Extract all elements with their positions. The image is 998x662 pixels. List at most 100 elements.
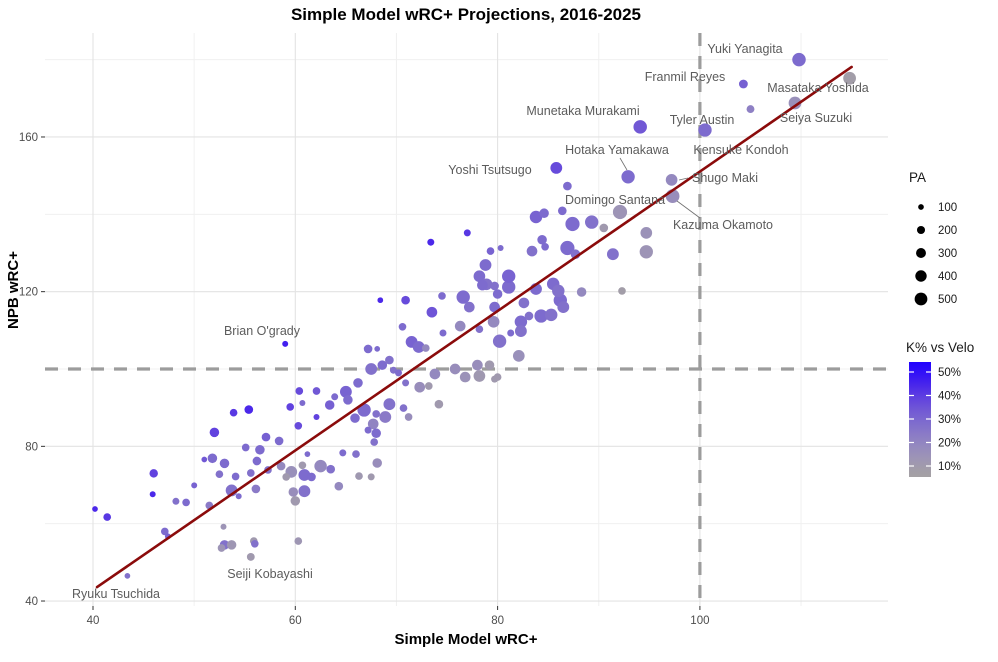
data-point [529, 210, 543, 224]
data-point [251, 484, 261, 494]
pa-legend-swatch [915, 270, 927, 282]
data-point [353, 378, 363, 388]
data-point [507, 329, 515, 337]
data-point [665, 174, 678, 186]
leader-line [619, 157, 628, 171]
point-label: Seiya Suzuki [780, 111, 852, 125]
point-label: Brian O'grady [224, 324, 301, 338]
point-label: Yoshi Tsutsugo [448, 163, 531, 177]
data-point [412, 341, 425, 353]
data-point [339, 385, 352, 398]
data-point [246, 552, 255, 561]
data-point [484, 360, 495, 370]
data-point [286, 403, 295, 411]
size-legend-title: PA [909, 170, 927, 185]
pa-legend-label: 400 [938, 271, 957, 283]
data-point [274, 436, 284, 446]
data-point [92, 506, 98, 512]
data-point [514, 315, 528, 329]
data-point [514, 325, 527, 338]
data-point [788, 96, 802, 110]
data-point [231, 472, 240, 481]
data-point [383, 398, 396, 411]
data-point [377, 297, 384, 304]
data-point [449, 363, 461, 375]
data-point [475, 325, 484, 334]
data-point [149, 469, 158, 478]
data-point [160, 527, 169, 536]
data-point [235, 493, 242, 500]
data-point [209, 427, 220, 438]
data-point [377, 360, 388, 370]
data-point [512, 350, 525, 362]
data-point [312, 387, 321, 395]
data-point [698, 123, 712, 137]
data-point [343, 395, 353, 405]
data-point [524, 311, 534, 321]
data-point [537, 235, 547, 245]
pa-legend-swatch [918, 204, 924, 210]
data-point [497, 245, 504, 251]
data-point [334, 481, 344, 491]
data-point [314, 459, 327, 473]
data-point [324, 400, 335, 410]
data-point [304, 451, 311, 457]
data-point [502, 280, 516, 294]
data-point [371, 428, 381, 438]
data-point [229, 408, 238, 417]
data-point [565, 216, 580, 232]
data-point [307, 472, 316, 482]
data-point [282, 340, 289, 347]
data-point [463, 301, 475, 313]
color-legend-title: K% vs Velo [906, 340, 975, 355]
data-point [219, 458, 230, 469]
data-point [215, 470, 224, 479]
data-point [518, 297, 530, 309]
data-point [792, 52, 806, 67]
data-point [299, 400, 306, 406]
leader-line [678, 177, 689, 181]
data-point [295, 387, 304, 395]
data-point [557, 206, 567, 216]
k-legend-label: 50% [938, 367, 961, 379]
data-point [149, 491, 156, 498]
y-tick-label: 120 [19, 287, 38, 299]
data-point [191, 482, 198, 489]
data-point [544, 308, 558, 322]
point-label: Masataka Yoshida [767, 81, 869, 95]
data-point [255, 445, 265, 455]
data-point [404, 413, 413, 421]
data-point [182, 498, 190, 507]
data-point [363, 344, 373, 354]
data-point [367, 473, 375, 481]
data-point [339, 449, 347, 457]
pa-legend-label: 500 [938, 294, 957, 306]
data-point [395, 369, 402, 377]
data-point [294, 421, 303, 430]
data-point [492, 289, 503, 299]
leader-line [676, 200, 701, 219]
data-point [633, 120, 647, 134]
pa-legend-label: 200 [938, 225, 957, 237]
data-point [103, 513, 112, 521]
point-label: Tyler Austin [670, 113, 735, 127]
data-point [426, 306, 438, 318]
data-point [241, 443, 250, 452]
data-point [350, 413, 360, 423]
data-point [479, 259, 492, 271]
data-point [288, 487, 299, 497]
data-point [424, 382, 433, 390]
data-point [434, 399, 444, 409]
data-point [606, 248, 619, 261]
pa-legend-swatch [916, 225, 926, 235]
pa-legend-swatch [914, 292, 928, 306]
y-tick-label: 80 [25, 441, 38, 453]
data-point [463, 229, 471, 237]
data-point [502, 269, 516, 283]
data-point [639, 245, 653, 259]
trend-line [95, 65, 853, 589]
data-point [276, 461, 286, 471]
point-label: Kazuma Okamoto [673, 218, 773, 232]
point-label: Domingo Santana [565, 193, 665, 207]
